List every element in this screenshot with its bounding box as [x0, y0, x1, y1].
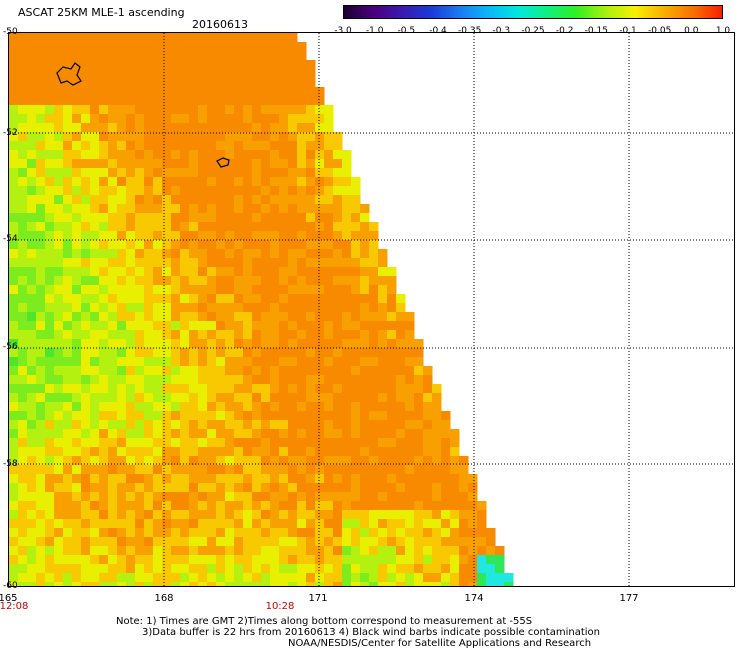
lon-label-168: 168	[154, 593, 174, 604]
colorbar-tick-label: -0.15	[584, 26, 608, 36]
graticule	[9, 33, 734, 586]
island-outline	[56, 62, 82, 86]
lat-label-54: -54	[3, 234, 18, 244]
colorbar-tick-label: -0.1	[619, 26, 637, 36]
colorbar-tick-label: 1.0	[715, 26, 731, 36]
lat-label-52: -52	[3, 128, 18, 138]
lon-label-171: 171	[308, 593, 328, 604]
footer-note-line1: Note: 1) Times are GMT 2)Times along bot…	[116, 616, 533, 627]
lon-label-165: 165	[0, 593, 18, 604]
colorbar-tick-label: -0.35	[458, 26, 482, 36]
time-label-mid: 10:28	[265, 601, 295, 612]
colorbar-tick-label: -0.3	[492, 26, 511, 36]
map-date: 20160613	[192, 18, 248, 31]
colorbar-tick-label: -0.2	[555, 26, 574, 36]
lon-label-174: 174	[464, 593, 484, 604]
colorbar	[343, 5, 723, 19]
colorbar-tick-label: -0.05	[648, 26, 672, 36]
colorbar-tick-label: -3.0	[334, 26, 352, 36]
lat-label-50: -50	[3, 27, 18, 37]
colorbar-tick-label: -0.4	[429, 26, 447, 36]
lat-label-58: -58	[3, 459, 18, 469]
footer-credit: NOAA/NESDIS/Center for Satellite Applica…	[288, 638, 592, 649]
colorbar-tick-label: -1.0	[365, 26, 384, 36]
island-outline-small	[216, 157, 230, 168]
lon-label-177: 177	[619, 593, 639, 604]
time-label-start: 12:08	[0, 601, 29, 612]
footer-note-line2: 3)Data buffer is 22 hrs from 20160613 4)…	[142, 627, 600, 638]
colorbar-tick-label: -0.5	[397, 26, 416, 36]
colorbar-tick-label: 0.0	[684, 26, 699, 36]
lat-label-56: -56	[3, 342, 18, 352]
colorbar-tick-label: -0.25	[521, 26, 545, 36]
map-panel	[8, 32, 735, 587]
lat-label-60: -60	[3, 581, 18, 591]
map-title: ASCAT 25KM MLE-1 ascending	[18, 6, 185, 19]
mle-field-map	[9, 33, 734, 586]
swath-field	[9, 33, 514, 586]
